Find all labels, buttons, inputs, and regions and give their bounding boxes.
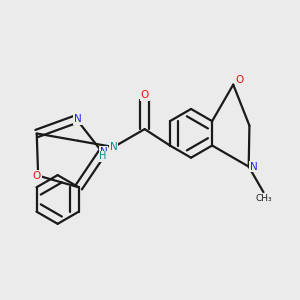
- Text: H: H: [99, 151, 107, 161]
- Text: N: N: [74, 114, 82, 124]
- Text: N: N: [110, 142, 118, 152]
- Text: O: O: [33, 171, 41, 181]
- Text: N: N: [100, 147, 107, 157]
- Text: N: N: [250, 162, 258, 172]
- Text: O: O: [236, 75, 244, 85]
- Text: O: O: [140, 90, 149, 100]
- Text: CH₃: CH₃: [255, 194, 272, 203]
